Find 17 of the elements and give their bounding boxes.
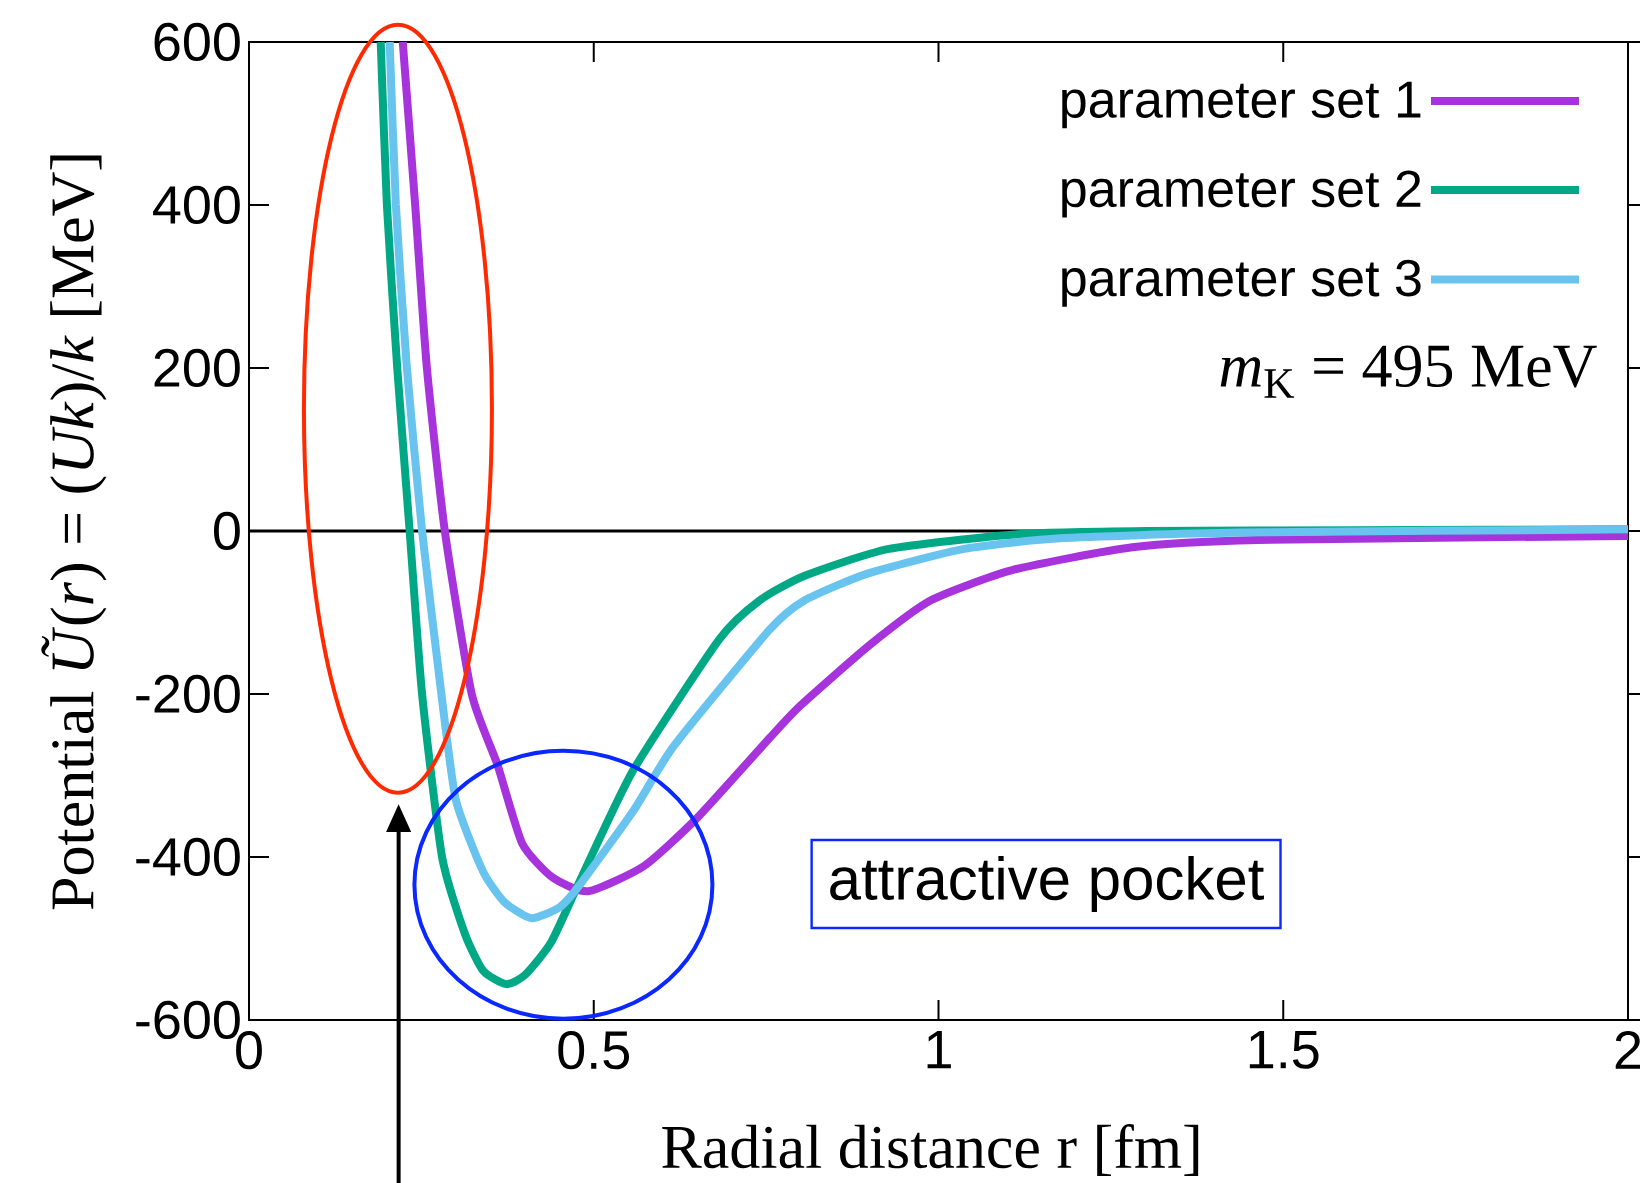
y-tick-label: -400 — [136, 837, 240, 877]
legend-label: parameter set 1 — [1062, 81, 1421, 129]
y-tick-label: 0 — [214, 511, 240, 551]
x-tick-label: 2 — [1615, 1031, 1640, 1069]
x-tick-label: 1.5 — [1249, 1031, 1319, 1069]
annotation: attractive pocket — [830, 856, 1264, 912]
y-tick-label: -200 — [136, 674, 240, 714]
x-tick-label: 1 — [927, 1031, 951, 1069]
legend-label: parameter set 3 — [1062, 259, 1421, 307]
x-tick-label: 0.5 — [558, 1031, 630, 1070]
y-tick-label: 200 — [154, 348, 240, 388]
text: Potential Ũ(r) = (Uk)/k [MeV] — [41, 155, 107, 910]
x-axis-title: Radial distance r [fm] — [662, 1124, 1199, 1177]
annotation: m$_{K}$ = 495 MeV — [1220, 345, 1597, 398]
y-tick-label: 400 — [153, 185, 240, 225]
legend-label: parameter set 2 — [1062, 170, 1421, 218]
y-tick-label: 600 — [154, 22, 240, 62]
